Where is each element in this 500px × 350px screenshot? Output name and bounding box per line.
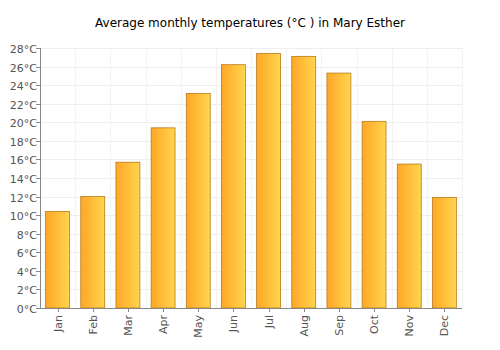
grid-line-vertical — [286, 48, 287, 308]
grid-line-vertical — [75, 48, 76, 308]
x-tick-label: Jan — [52, 315, 65, 333]
x-tick-label: Feb — [87, 315, 100, 334]
x-axis — [40, 308, 462, 309]
bar — [362, 121, 386, 308]
x-tick — [198, 308, 199, 312]
bar — [116, 162, 140, 308]
grid-line-vertical — [146, 48, 147, 308]
y-tick-label: 10°C — [10, 210, 37, 223]
grid-line-vertical — [181, 48, 182, 308]
bar — [81, 197, 105, 308]
x-tick-label: Mar — [122, 315, 135, 336]
bar — [292, 56, 316, 308]
x-tick — [269, 308, 270, 312]
grid-line-vertical — [462, 48, 463, 308]
y-tick-label: 22°C — [10, 99, 37, 112]
x-tick-label: Dec — [438, 315, 451, 336]
grid-line-vertical — [392, 48, 393, 308]
x-tick — [304, 308, 305, 312]
grid-line-vertical — [40, 48, 41, 308]
x-tick-label: Aug — [298, 315, 311, 336]
x-tick — [233, 308, 234, 312]
chart-title: Average monthly temperatures (°C ) in Ma… — [95, 16, 405, 30]
y-tick-label: 0°C — [17, 303, 37, 316]
y-tick-label: 28°C — [10, 43, 37, 56]
bar — [257, 54, 281, 308]
y-tick-label: 12°C — [10, 192, 37, 205]
x-tick-label: May — [192, 315, 205, 338]
grid-line-vertical — [427, 48, 428, 308]
x-tick — [163, 308, 164, 312]
x-tick-label: Jun — [227, 315, 240, 333]
x-tick — [93, 308, 94, 312]
x-tick — [58, 308, 59, 312]
y-tick-label: 20°C — [10, 117, 37, 130]
grid-line — [40, 308, 462, 309]
y-tick-label: 8°C — [17, 229, 37, 242]
grid-line-vertical — [110, 48, 111, 308]
grid-line-vertical — [357, 48, 358, 308]
bar — [221, 65, 245, 308]
bar — [432, 198, 456, 309]
grid-line-vertical — [321, 48, 322, 308]
bar — [397, 164, 421, 308]
x-tick — [409, 308, 410, 312]
x-tick — [339, 308, 340, 312]
x-tick — [128, 308, 129, 312]
x-tick-label: Sep — [333, 315, 346, 336]
x-tick-label: Oct — [368, 314, 381, 334]
x-tick-label: Apr — [157, 315, 170, 335]
grid-line-vertical — [216, 48, 217, 308]
bar — [151, 128, 175, 308]
y-tick-label: 24°C — [10, 80, 37, 93]
bar — [327, 73, 351, 308]
y-tick-label: 14°C — [10, 173, 37, 186]
y-tick-label: 16°C — [10, 154, 37, 167]
bar — [186, 94, 210, 309]
y-tick-label: 2°C — [17, 284, 37, 297]
y-axis — [40, 48, 41, 308]
bars — [46, 54, 457, 308]
x-tick-label: Jul — [263, 315, 276, 329]
x-tick-label: Nov — [403, 315, 416, 337]
y-tick-label: 6°C — [17, 247, 37, 260]
x-tick — [444, 308, 445, 312]
chart-svg: Average monthly temperatures (°C ) in Ma… — [0, 0, 500, 350]
grid-line-vertical — [251, 48, 252, 308]
y-tick-label: 26°C — [10, 62, 37, 75]
chart-container: Average monthly temperatures (°C ) in Ma… — [0, 0, 500, 350]
y-tick-label: 18°C — [10, 136, 37, 149]
bar — [46, 211, 70, 308]
y-tick-label: 4°C — [17, 266, 37, 279]
x-tick — [374, 308, 375, 312]
